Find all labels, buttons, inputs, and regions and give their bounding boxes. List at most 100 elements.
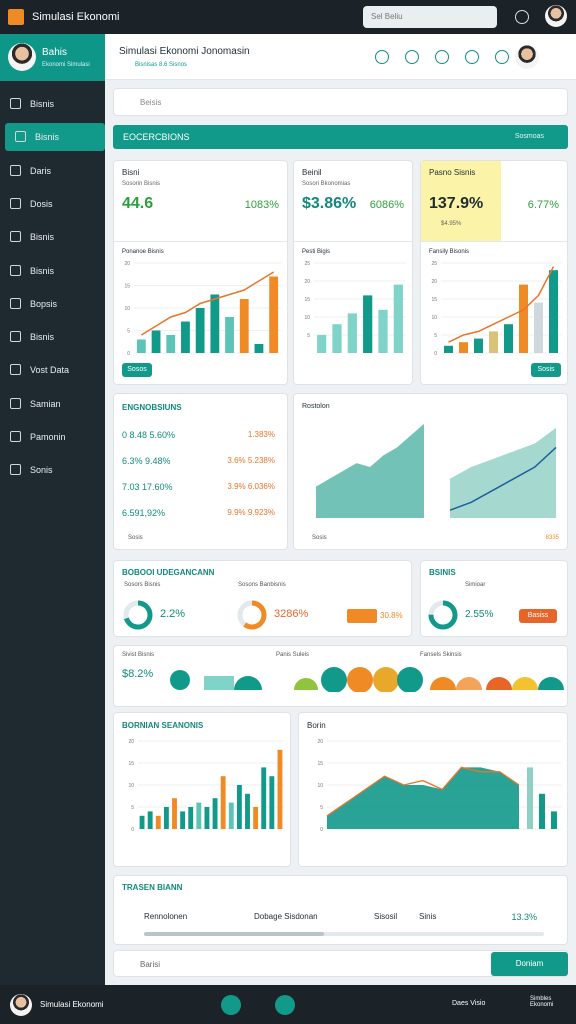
- avatar[interactable]: [515, 45, 539, 69]
- menu-label: Bisnis: [35, 132, 60, 143]
- donut-arc: [237, 600, 267, 630]
- card-subtitle: $4.95%: [441, 221, 462, 227]
- bar: [245, 793, 250, 829]
- y-tick-label: 5: [307, 333, 310, 339]
- y-tick-label: 25: [304, 261, 310, 267]
- donut-value: 2.2%: [160, 608, 185, 620]
- bottom-item[interactable]: Daes Visio: [452, 1000, 486, 1007]
- bar: [317, 335, 327, 353]
- menu-item[interactable]: Bisnis: [0, 257, 105, 285]
- menu-label: Vost Data: [30, 365, 70, 376]
- y-tick-label: 25: [431, 261, 437, 267]
- area-card: Borin 0 5 10 15 20: [298, 712, 568, 867]
- bar: [549, 270, 558, 353]
- avatar: [8, 43, 36, 71]
- area: [450, 427, 556, 518]
- y-tick-label: 10: [124, 306, 130, 312]
- bar: [269, 776, 275, 829]
- input-row[interactable]: Barisi Doniam: [113, 950, 568, 977]
- search-box[interactable]: Sel Beliu: [363, 6, 497, 28]
- menu-item[interactable]: Bisnis: [0, 323, 105, 351]
- icon[interactable]: [275, 995, 295, 1015]
- list-cell: 1.383%: [247, 430, 275, 439]
- donut-arc: [428, 600, 458, 630]
- menu-item[interactable]: Bisnis: [0, 90, 105, 118]
- bottom-item[interactable]: Simbles Ekonomi: [530, 996, 554, 1008]
- button[interactable]: Basiss: [519, 609, 557, 623]
- tasks-card: TRASEN BIANN Rennolonen Dobage Sisdonan Si…: [113, 875, 568, 945]
- search-bar[interactable]: Beisis: [113, 88, 568, 116]
- bar: [534, 302, 543, 353]
- divider: [421, 241, 567, 242]
- bar-chart: 5 10 15 20 25: [304, 261, 406, 353]
- bar: [181, 321, 190, 353]
- tag: [347, 609, 377, 623]
- line: [449, 446, 557, 511]
- bar: [204, 807, 210, 829]
- menu-icon: [10, 464, 21, 476]
- avatar[interactable]: [545, 5, 567, 27]
- icon[interactable]: [375, 50, 389, 64]
- menu-label: Pamonin: [30, 432, 66, 442]
- tag-value: 30.8%: [380, 611, 403, 620]
- icon[interactable]: [435, 50, 449, 64]
- icon[interactable]: [515, 10, 529, 24]
- bar: [220, 776, 226, 829]
- list-cell: 3.9% 6.036%: [227, 482, 275, 491]
- icon[interactable]: [221, 995, 241, 1015]
- menu-item[interactable]: Sonis: [0, 456, 105, 484]
- donut-value: 3286%: [274, 608, 308, 620]
- top-bar: Simulasi Ekonomi Sel Beliu: [0, 0, 576, 34]
- bar: [151, 330, 161, 353]
- task-item: Rennolonen: [144, 912, 188, 921]
- divider: [114, 241, 287, 242]
- menu-item[interactable]: Vost Data: [0, 356, 105, 384]
- menu-icon: [15, 131, 26, 143]
- strip-label: Sivist Bisnis: [122, 652, 155, 658]
- card-value: $3.86%: [302, 195, 357, 212]
- strip-value: $8.2%: [122, 668, 154, 680]
- menu-item[interactable]: Bisnis: [5, 123, 105, 152]
- line: [448, 266, 555, 343]
- y-tick-label: 20: [304, 279, 310, 285]
- bar: [277, 749, 283, 829]
- icon[interactable]: [405, 50, 419, 64]
- y-tick-label: 20: [431, 279, 437, 285]
- list-title: ENGNOBSIUNS: [122, 403, 182, 412]
- menu-item[interactable]: Bopsis: [0, 290, 105, 318]
- bar: [196, 802, 202, 829]
- donut-arc: [123, 600, 153, 630]
- logo: [8, 9, 24, 25]
- menu-item[interactable]: Pamonin: [0, 423, 105, 451]
- button[interactable]: Sosis: [531, 363, 561, 377]
- tasks-value: 13.3%: [511, 912, 537, 922]
- menu-icon: [10, 231, 21, 243]
- list-cell: 0 8.48 5.60%: [122, 430, 176, 440]
- menu-item[interactable]: Samian: [0, 390, 105, 418]
- bar: [195, 308, 205, 353]
- y-tick-label: 10: [431, 315, 437, 321]
- y-tick-label: 10: [304, 315, 310, 321]
- bar-title: BORNIAN SEANONIS: [122, 721, 204, 730]
- menu-item[interactable]: Daris: [0, 157, 105, 185]
- icon[interactable]: [465, 50, 479, 64]
- card-value: 137.9%: [429, 195, 484, 212]
- bar: [527, 767, 533, 829]
- header-title: Simulasi Ekonomi Jonomasin: [119, 46, 250, 57]
- icon[interactable]: [495, 50, 509, 64]
- button[interactable]: Sosos: [122, 363, 152, 377]
- menu-item[interactable]: Dosis: [0, 190, 105, 218]
- banner-action[interactable]: Sosmoas: [514, 133, 544, 140]
- donut-chart: Simioar 2.55%: [428, 582, 493, 630]
- y-tick-label: 15: [431, 297, 437, 303]
- card-subtitle: Sosori Bkonomias: [302, 181, 351, 187]
- avatar: [10, 994, 32, 1016]
- bar: [363, 295, 373, 353]
- y-tick-label: 10: [128, 783, 134, 789]
- y-tick-label: 20: [128, 739, 134, 745]
- menu-label: Bisnis: [30, 99, 55, 109]
- y-tick-label: 20: [317, 739, 323, 745]
- bar: [551, 811, 557, 829]
- button[interactable]: Doniam: [491, 952, 568, 976]
- menu-item[interactable]: Bisnis: [0, 223, 105, 251]
